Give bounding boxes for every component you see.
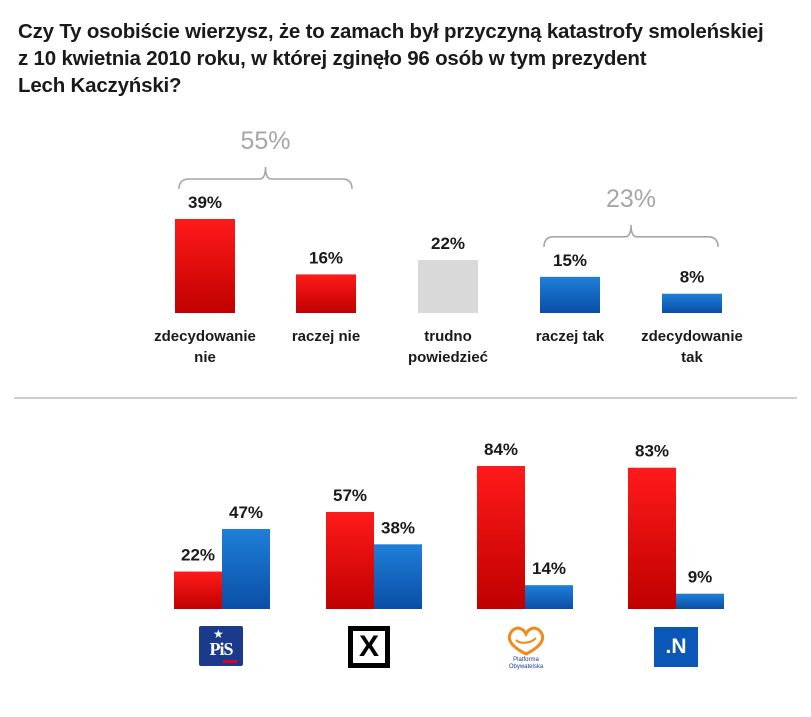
data-label: 9%: [688, 568, 713, 587]
title-line-3: Lech Kaczyński?: [18, 74, 182, 97]
bar: [676, 593, 724, 609]
category-label: nie: [194, 349, 216, 366]
group-bracket: [178, 166, 353, 190]
title-line-2: z 10 kwietnia 2010 roku, w której zginęł…: [18, 47, 647, 70]
category-label: powiedzieć: [408, 349, 488, 366]
pis-logo: ★ PiS: [199, 626, 243, 666]
bar: [525, 585, 573, 609]
top-chart: 39% zdecydowanie nie 16% raczej nie 22% trudno…: [154, 127, 743, 366]
data-label: 16%: [309, 248, 343, 267]
data-label: 39%: [188, 193, 222, 212]
pis-logo-star-icon: ★: [213, 627, 224, 641]
category-label: zdecydowanie: [154, 328, 256, 345]
group-label: 23%: [606, 185, 656, 213]
po-logo-heart-icon: [507, 626, 545, 656]
category-label: raczej tak: [536, 328, 605, 345]
bar: [174, 571, 222, 609]
kukiz-logo-x-icon: X: [358, 630, 379, 663]
kukiz-logo-box: [353, 631, 385, 663]
bar: [175, 219, 235, 313]
data-label: 38%: [381, 518, 415, 537]
data-label: 22%: [181, 546, 215, 565]
group-bracket: [543, 224, 719, 247]
data-label: 15%: [553, 251, 587, 270]
nowoczesna-logo-text: .N: [665, 635, 687, 658]
bar: [418, 259, 478, 313]
bar: [296, 274, 356, 313]
bar: [222, 528, 270, 609]
bottom-chart: 22% 47% 57% 38% 84% 14% 83% 9%: [174, 440, 724, 609]
bar: [374, 544, 422, 609]
chart-title: Czy Ty osobiście wierzysz, że to zamach …: [18, 18, 798, 99]
category-label: tak: [681, 349, 703, 366]
bar: [477, 466, 525, 609]
category-label: raczej nie: [292, 328, 360, 345]
data-label: 22%: [431, 234, 465, 253]
data-label: 57%: [333, 486, 367, 505]
title-line-1: Czy Ty osobiście wierzysz, że to zamach …: [18, 20, 764, 43]
bar: [540, 276, 600, 313]
category-label: trudno: [424, 328, 471, 345]
data-label: 14%: [532, 559, 566, 578]
bar: [326, 511, 374, 609]
data-label: 8%: [680, 268, 705, 287]
kukiz-logo: X: [348, 626, 390, 668]
po-logo-text-1: Platforma: [513, 657, 539, 663]
data-label: 83%: [635, 442, 669, 461]
group-label: 55%: [240, 127, 290, 155]
po-logo-text-2: Obywatelska: [508, 664, 544, 670]
category-label: zdecydowanie: [641, 328, 743, 345]
bar: [662, 293, 722, 313]
bar: [628, 467, 676, 609]
data-label: 47%: [229, 503, 263, 522]
pis-logo-text: PiS: [209, 639, 233, 659]
po-logo: Platforma Obywatelska: [500, 624, 552, 674]
data-label: 84%: [484, 440, 518, 459]
nowoczesna-logo: .N: [654, 627, 698, 667]
pis-logo-stripe: [223, 660, 237, 663]
